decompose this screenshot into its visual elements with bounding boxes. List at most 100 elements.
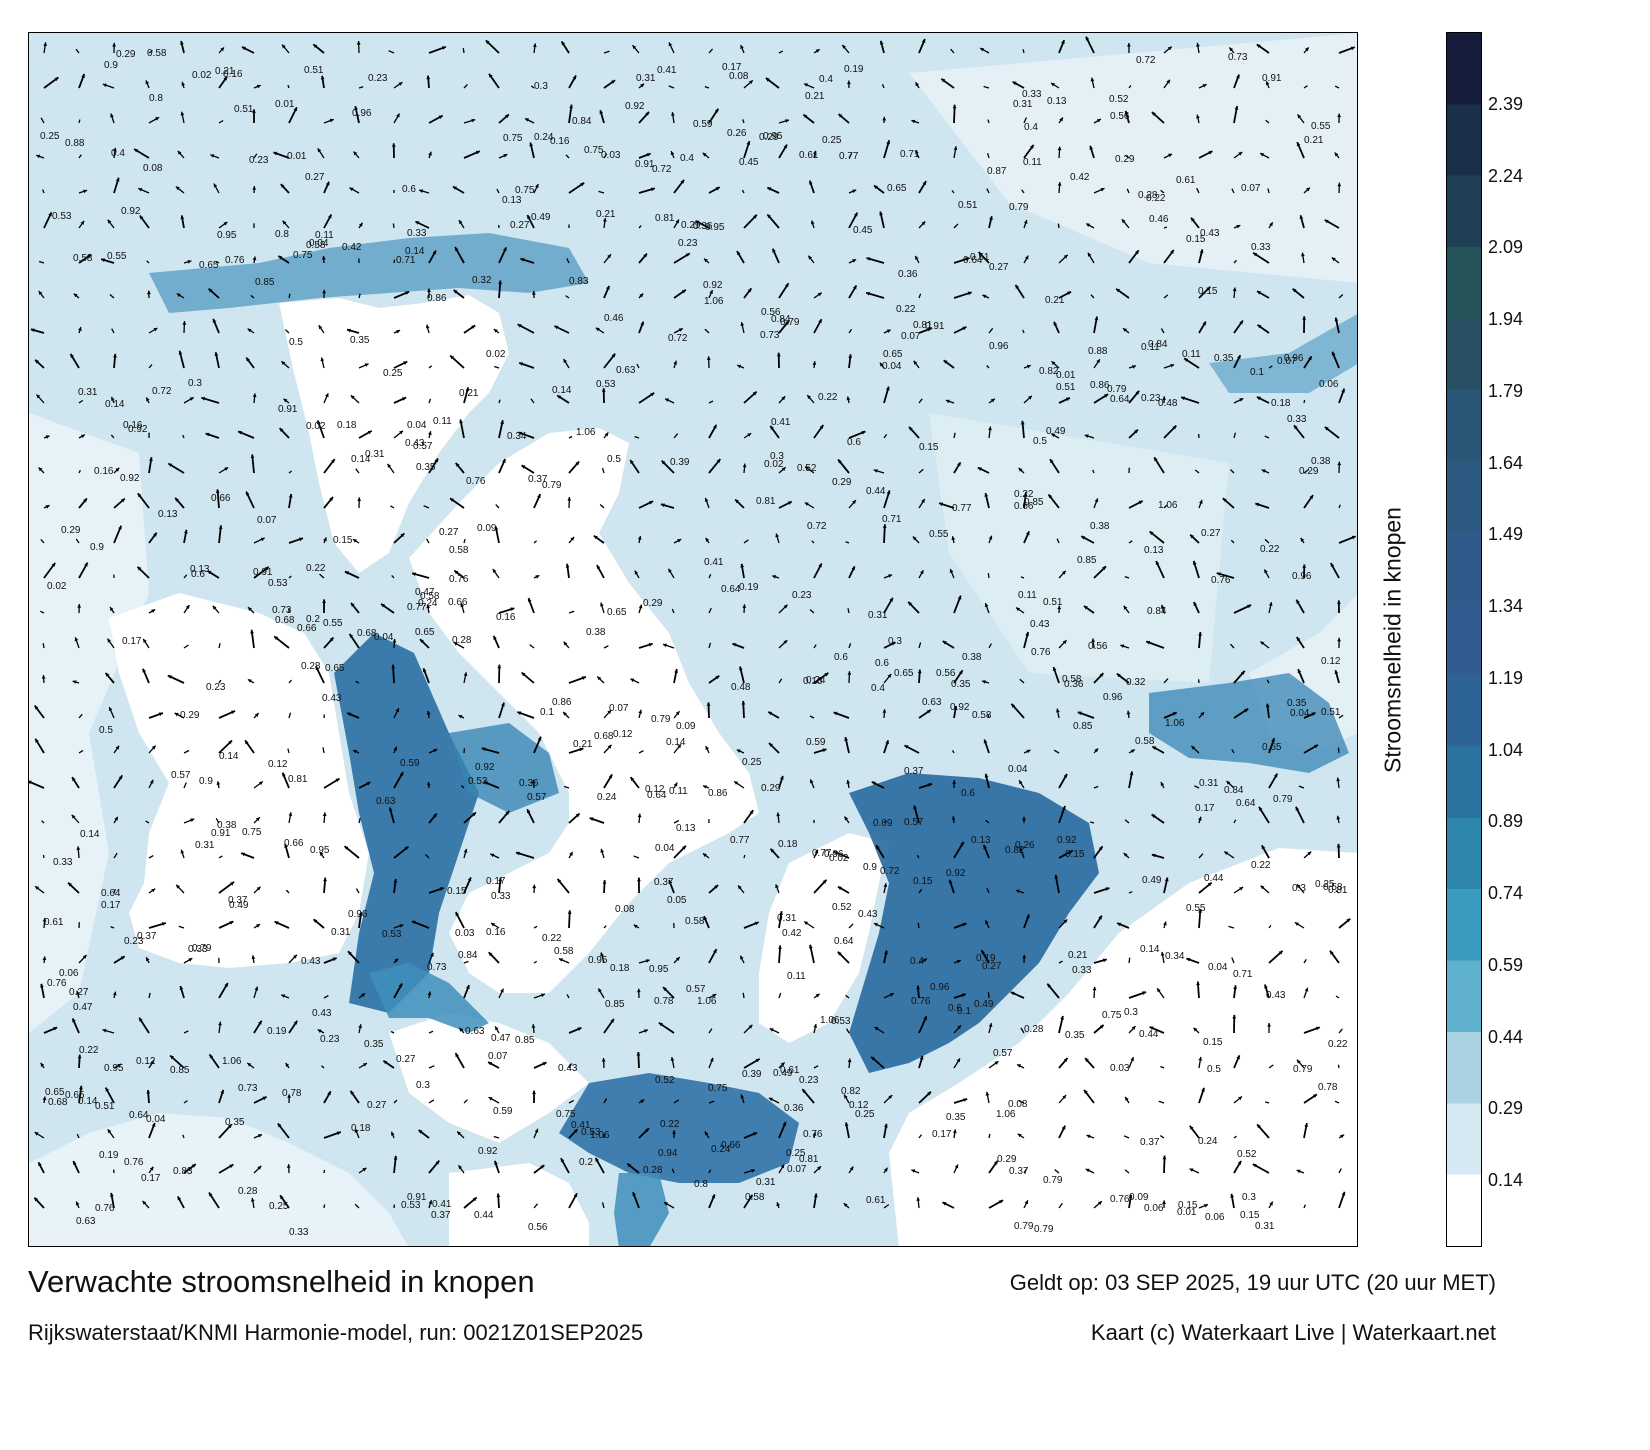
speed-label: 0.11 [433,416,452,427]
speed-label: 0.85 [170,1065,190,1076]
speed-label: 0.53 [382,929,402,940]
current-arrow [148,712,164,719]
speed-label: 0.25 [383,368,403,379]
current-arrow [568,104,573,124]
current-arrow [104,672,115,684]
current-arrow [201,396,220,404]
current-arrow [38,290,45,299]
current-arrow [218,46,225,54]
current-arrow [253,1095,267,1104]
current-arrow [455,462,465,474]
current-arrow [1190,745,1200,754]
current-arrow [1196,981,1200,999]
speed-label: 0.23 [320,1034,340,1045]
current-arrow [213,183,220,194]
current-arrow [250,454,255,474]
current-arrow [494,365,500,369]
current-arrow [354,1128,360,1139]
current-arrow [428,151,432,159]
current-arrow [638,83,645,89]
current-arrow [1128,249,1140,264]
current-arrow [183,1163,197,1174]
current-arrow [182,434,185,439]
speed-label: 0.45 [853,225,873,236]
current-arrow [216,781,221,789]
current-arrow [463,118,476,124]
speed-label: 0.38 [1311,456,1331,467]
current-arrow [344,570,360,579]
current-arrow [380,603,395,614]
current-arrow [78,220,85,229]
current-arrow [533,574,540,579]
current-arrow [736,364,745,369]
speed-label: 0.13 [190,564,210,575]
current-arrow [393,396,407,404]
current-arrow [813,150,817,159]
speed-label: 0.4 [910,956,924,967]
speed-label: 0.42 [1070,172,1090,183]
current-arrow [918,709,932,719]
speed-label: 0.71 [900,149,920,160]
speed-label: 0.57 [527,792,547,803]
colorbar-tick-label: 0.74 [1488,883,1524,904]
current-speed-map[interactable]: 0.040.660.310.790.110.570.560.720.040.24… [29,33,1358,1247]
current-arrow [741,189,745,194]
current-arrow [1303,494,1314,509]
current-arrow [988,215,993,229]
current-arrow [1193,1027,1200,1034]
current-arrow [393,746,398,754]
current-arrow [318,324,325,334]
speed-label: 0.36 [1064,679,1084,690]
current-arrow [1330,562,1340,579]
current-arrow [953,1024,962,1034]
speed-label: 0.3 [1124,1007,1138,1018]
current-arrow [951,816,956,824]
current-arrow [848,430,866,439]
current-arrow [778,678,783,684]
current-arrow [1299,215,1305,229]
colorbar-tick-label: 0.29 [1488,1098,1524,1119]
speed-label: 0.29 [180,710,200,721]
current-arrow [218,76,228,89]
current-arrow [358,363,369,369]
speed-label: 0.26 [727,128,747,139]
current-arrow [1128,365,1137,369]
speed-label: 0.87 [987,166,1007,177]
current-arrow [463,811,477,824]
current-arrow [558,958,570,964]
speed-label: 0.53 [52,211,72,222]
model-info: Rijkswaterstaat/KNMI Harmonie-model, run… [28,1320,644,1345]
current-arrow [942,640,955,649]
speed-label: 0.38 [217,820,237,831]
current-arrow [30,328,45,334]
current-arrow [1267,188,1270,194]
speed-label: 0.72 [880,866,900,877]
current-arrow [813,424,825,439]
current-arrow [175,185,185,194]
current-arrow [1015,889,1025,894]
current-arrow [952,1129,957,1139]
speed-label: 0.41 [704,557,724,568]
current-arrow [658,1021,675,1034]
current-arrow [1198,853,1204,859]
current-arrow [1093,1024,1105,1034]
current-arrow [497,664,502,684]
current-arrow [848,212,859,229]
current-arrow [1336,843,1341,859]
current-arrow [358,222,364,229]
speed-label: 0.81 [1328,885,1348,896]
current-arrow [148,855,154,859]
speed-labels: 0.040.660.310.790.110.570.560.720.040.24… [40,48,1348,1238]
current-arrow [883,1167,889,1174]
speed-label: 0.64 [834,936,854,947]
current-arrow [145,956,150,964]
current-arrow [1228,925,1235,929]
current-arrow [78,73,86,89]
current-arrow [418,1129,430,1139]
current-arrow [743,854,746,859]
current-arrow [167,462,185,474]
speed-label: 0.19 [976,953,996,964]
current-arrow [178,350,185,369]
map-panel[interactable]: 0.04 0.66 0.31 0.79 0.11 0.57 0.56 0.72 0.04 0.24… [28,32,1358,1247]
current-arrow [813,849,819,859]
